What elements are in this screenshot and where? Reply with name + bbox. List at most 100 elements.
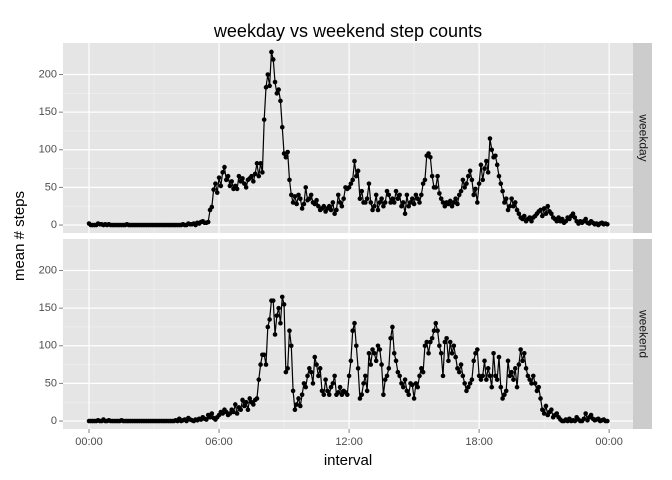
- point: [386, 366, 392, 371]
- point: [243, 399, 249, 405]
- point: [505, 358, 511, 364]
- point: [341, 196, 346, 201]
- point: [428, 155, 433, 160]
- point: [415, 196, 421, 201]
- point: [484, 377, 489, 382]
- point: [429, 335, 435, 341]
- point: [316, 203, 321, 209]
- point: [447, 198, 453, 204]
- point: [391, 351, 397, 356]
- point: [301, 381, 307, 386]
- point: [491, 351, 496, 356]
- point: [500, 396, 505, 401]
- point: [339, 392, 345, 397]
- point: [485, 170, 491, 175]
- point: [359, 392, 365, 397]
- point: [422, 177, 428, 183]
- point: [294, 201, 300, 207]
- point: [317, 366, 323, 371]
- point: [399, 203, 404, 209]
- point: [527, 215, 532, 220]
- point: [473, 351, 478, 356]
- point: [467, 381, 473, 386]
- point: [440, 373, 446, 379]
- x-tick-label: 00:00: [75, 436, 103, 448]
- point: [456, 192, 462, 198]
- point: [267, 317, 272, 322]
- point: [393, 358, 399, 364]
- point: [509, 369, 514, 375]
- point: [368, 362, 374, 367]
- point: [240, 397, 245, 403]
- point: [532, 381, 538, 386]
- point: [523, 366, 529, 371]
- point: [605, 418, 610, 424]
- point: [256, 377, 262, 382]
- point: [484, 158, 489, 164]
- point: [354, 173, 359, 179]
- point: [283, 155, 289, 160]
- point: [390, 324, 395, 330]
- point: [514, 207, 520, 213]
- point: [449, 351, 455, 356]
- x-tick-label: 18:00: [465, 436, 493, 448]
- y-tick-label: 50: [45, 181, 57, 193]
- point: [332, 373, 337, 379]
- point: [368, 200, 374, 205]
- point: [205, 219, 211, 225]
- point: [270, 298, 276, 303]
- point: [388, 335, 393, 341]
- point: [251, 179, 256, 184]
- strip-label: weekend: [636, 309, 650, 358]
- point: [554, 411, 560, 416]
- point: [406, 203, 411, 209]
- point: [503, 388, 509, 394]
- point: [496, 173, 502, 179]
- point: [399, 381, 404, 386]
- x-tick-label: 06:00: [205, 436, 233, 448]
- point: [572, 418, 578, 424]
- point: [299, 392, 305, 397]
- point: [502, 392, 507, 397]
- point: [381, 392, 386, 397]
- point: [411, 396, 417, 401]
- point: [415, 384, 421, 390]
- point: [393, 188, 399, 194]
- point: [265, 324, 271, 330]
- point: [397, 192, 402, 198]
- point: [419, 366, 424, 371]
- point: [231, 409, 236, 415]
- point: [540, 407, 545, 413]
- point: [303, 185, 309, 190]
- point: [440, 200, 446, 205]
- point: [372, 203, 377, 209]
- point: [493, 373, 498, 379]
- point: [348, 358, 354, 364]
- point: [234, 411, 240, 416]
- point: [541, 206, 547, 211]
- y-tick-label: 50: [45, 377, 57, 389]
- point: [406, 392, 411, 397]
- point: [381, 203, 386, 209]
- point: [363, 200, 368, 205]
- point: [361, 381, 366, 386]
- strip-background: [633, 43, 652, 233]
- point: [442, 203, 448, 209]
- point: [283, 369, 289, 375]
- strip-label: weekday: [636, 113, 650, 161]
- point: [545, 203, 551, 209]
- point: [346, 373, 352, 379]
- point: [509, 196, 514, 201]
- point: [420, 369, 426, 375]
- point: [316, 373, 321, 379]
- point: [449, 203, 455, 209]
- point: [299, 206, 305, 211]
- y-tick-label: 100: [39, 144, 57, 156]
- point: [296, 192, 301, 198]
- point: [319, 388, 325, 394]
- point: [437, 343, 442, 349]
- point: [321, 203, 327, 209]
- point: [478, 162, 484, 168]
- point: [559, 216, 565, 222]
- point: [435, 173, 440, 179]
